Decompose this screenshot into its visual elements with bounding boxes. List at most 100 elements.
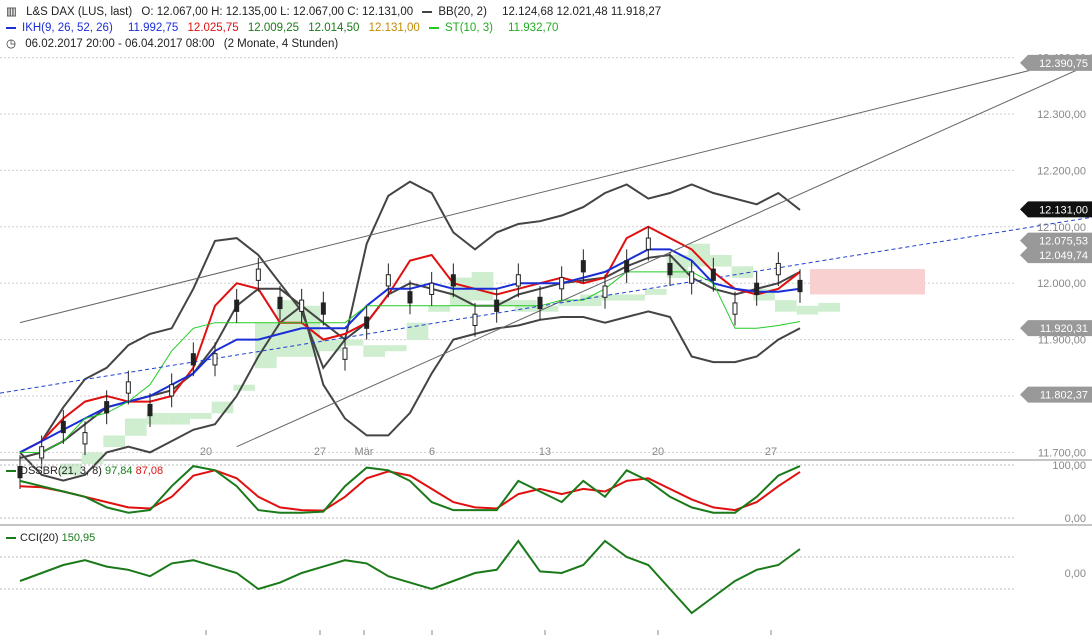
cloud-segment: [818, 302, 840, 312]
cci-line: [19, 539, 801, 615]
price-marker-label: 11.920,31: [1040, 323, 1088, 335]
cloud-segment: [385, 345, 407, 352]
cci-axis-label: 0,00: [1065, 568, 1086, 580]
cloud-segment: [233, 384, 255, 391]
candle-body: [689, 271, 695, 284]
cloud-segment: [493, 300, 515, 307]
candle-body: [299, 299, 305, 312]
cloud-segment: [731, 266, 754, 278]
symbol-label: L&S DAX (LUS, last): [26, 6, 133, 18]
candle-body: [754, 282, 760, 295]
candle-body: [645, 237, 651, 250]
price-marker-label: 12.390,75: [1039, 58, 1088, 70]
clock-icon: ◷: [6, 38, 17, 50]
trendlines: [0, 54, 1092, 448]
trendline-dashed: [0, 216, 1092, 394]
dssbr-signal-line: [19, 469, 801, 512]
price-marker-tag: [1020, 54, 1092, 71]
chart-type-icon: ▥: [6, 6, 17, 18]
price-marker-label: 12.049,74: [1039, 250, 1088, 262]
candle-body: [169, 384, 175, 397]
cci-legend: CCI(20) 150,95: [6, 532, 95, 544]
cloud-segment: [558, 300, 580, 307]
time-axis-label: 27: [765, 446, 777, 458]
candle-body: [39, 446, 45, 459]
dssbr-legend: DSSBR(21, 3, 8) 97,84 87,08: [6, 465, 163, 477]
cloud-segment: [125, 418, 147, 436]
price-grid: [0, 57, 1092, 526]
candle-body: [710, 268, 716, 281]
bb-label: BB(20, 2): [438, 6, 487, 18]
price-marker-tag: [1020, 232, 1092, 249]
candle-body: [667, 262, 673, 276]
price-axis-label: 12.300,00: [1037, 109, 1086, 121]
candle-body: [255, 268, 261, 281]
candle-body: [580, 260, 586, 273]
candle-body: [17, 465, 23, 479]
st-legend: ST(10, 3): [429, 22, 499, 34]
cloud-segment: [146, 412, 169, 425]
candle-body: [190, 353, 196, 366]
candle-body: [407, 291, 413, 304]
cloud-segment: [320, 339, 342, 352]
candle-body: [385, 274, 391, 287]
bb-values: 12.124,68 12.021,48 11.918,27: [502, 6, 662, 18]
st-label: ST(10, 3): [445, 22, 493, 34]
dssbr-axis-label: 100,00: [1052, 460, 1086, 472]
ichimoku-cloud: [60, 243, 925, 476]
candle-body: [104, 401, 110, 414]
time-axis-label: Mär: [355, 446, 374, 458]
header-line-1: ▥ L&S DAX (LUS, last) O: 12.067,00 H: 12…: [6, 5, 667, 19]
candle-body: [212, 353, 218, 366]
price-axis: 12.400,0012.300,0012.200,0012.100,0012.0…: [1020, 53, 1092, 459]
dssbr-line: [19, 465, 801, 514]
price-marker-label: 12.075,53: [1039, 236, 1088, 248]
ohlc-values: O: 12.067,00 H: 12.135,00 L: 12.067,00 C…: [141, 6, 414, 18]
cloud-segment: [168, 412, 190, 425]
candle-body: [234, 299, 240, 312]
cloud-segment: [580, 294, 602, 307]
candle-body: [537, 296, 543, 310]
candle-body: [624, 260, 630, 273]
time-axis-label: 20: [652, 446, 664, 458]
dssbr-label: DSSBR(21, 3, 8): [20, 465, 102, 477]
candle-body: [732, 302, 738, 315]
cloud-segment: [363, 345, 385, 357]
candle-body: [342, 347, 348, 360]
time-axis-label: 6: [429, 446, 435, 458]
candle-body: [60, 420, 66, 434]
cloud-segment: [710, 255, 732, 267]
time-axis-label: 20: [200, 446, 212, 458]
cloud-segment: [103, 435, 125, 448]
candle-body: [320, 302, 326, 315]
candle-body: [147, 403, 153, 417]
price-marker-tag: [1020, 320, 1092, 337]
time-axis-label: 13: [539, 446, 551, 458]
cloud-segment: [645, 288, 667, 295]
price-axis-label: 12.100,00: [1037, 222, 1086, 234]
dssbr-axis-label: 0,00: [1065, 513, 1086, 525]
price-axis-label: 12.000,00: [1037, 278, 1086, 290]
cloud-segment: [471, 271, 494, 301]
cloud-segment: [810, 269, 925, 295]
cloud-segment: [81, 452, 104, 464]
cloud-segment: [536, 305, 559, 312]
cloud-segment: [688, 243, 710, 267]
candle-body: [494, 299, 500, 312]
cloud-segment: [753, 288, 775, 301]
candle-body: [450, 274, 456, 287]
ikh-value-3: 12.009,25: [247, 22, 300, 34]
cloud-segment: [190, 412, 212, 419]
cloud-segment: [406, 322, 429, 340]
cloud-segment: [428, 305, 450, 312]
dssbr-value-2: 87,08: [135, 465, 164, 477]
time-axis-label: 27: [314, 446, 326, 458]
candle-body: [125, 381, 131, 394]
cloud-segment: [341, 339, 364, 346]
cloud-segment: [276, 300, 299, 357]
price-axis-label: 12.200,00: [1037, 165, 1086, 177]
bb-lower-line: [19, 304, 801, 482]
cci-value-1: 150,95: [61, 532, 96, 544]
bb-legend: BB(20, 2): [422, 6, 493, 18]
